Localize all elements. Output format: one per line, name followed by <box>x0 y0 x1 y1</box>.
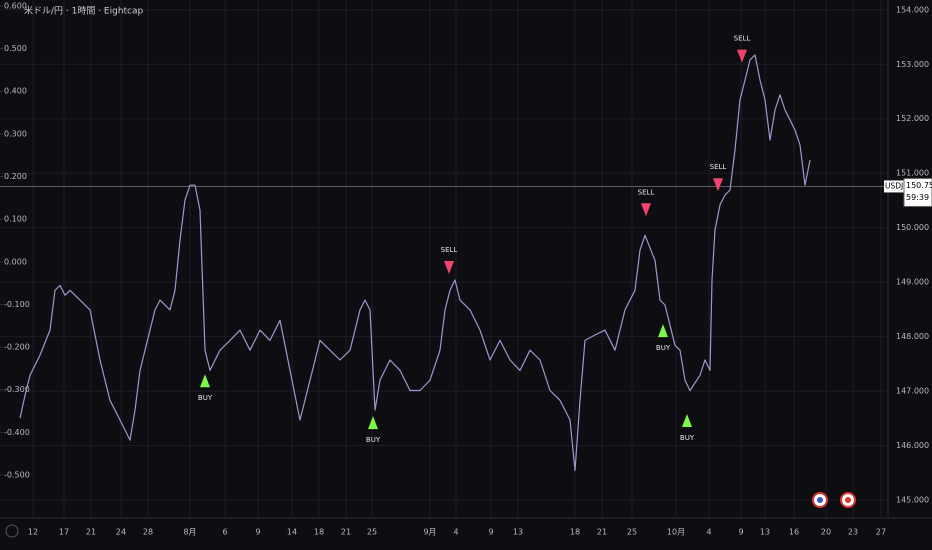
x-tick-label: 9 <box>255 528 260 537</box>
y-tick-label: 150.000 <box>896 223 929 232</box>
x-tick-label: 27 <box>876 528 886 537</box>
x-tick-label: 9 <box>488 528 493 537</box>
y-tick-label: 145.000 <box>896 496 929 505</box>
timezone-icon[interactable] <box>5 524 19 538</box>
x-tick-label: 21 <box>597 528 607 537</box>
event-icons <box>812 492 856 508</box>
chart-title: 米ドル/円 · 1時間 · Eightcap <box>24 5 144 17</box>
x-tick-label: 20 <box>821 528 831 537</box>
y2-tick-label: -0.200 <box>4 343 30 352</box>
buy-marker <box>658 324 668 338</box>
last-price-label: 150.757 <box>906 181 932 190</box>
signal-label: BUY <box>366 436 381 444</box>
x-tick-label: 9月 <box>423 528 436 537</box>
event-icon-dot <box>817 497 823 503</box>
x-tick-label: 21 <box>86 528 96 537</box>
x-tick-label: 14 <box>287 528 297 537</box>
y-tick-label: 147.000 <box>896 387 929 396</box>
buy-marker <box>200 374 210 388</box>
x-tick-label: 17 <box>59 528 69 537</box>
y2-tick-label: 0.600 <box>4 1 27 10</box>
y-tick-label: 146.000 <box>896 441 929 450</box>
x-tick-label: 4 <box>706 528 711 537</box>
y2-tick-label: -0.100 <box>4 300 30 309</box>
x-tick-label: 21 <box>341 528 351 537</box>
x-tick-label: 8月 <box>183 528 196 537</box>
y2-tick-label: 0.000 <box>4 257 27 266</box>
x-tick-label: 4 <box>453 528 458 537</box>
x-axis-band <box>0 518 932 550</box>
x-tick-label: 25 <box>367 528 377 537</box>
signal-label: BUY <box>680 434 695 442</box>
y2-tick-label: 0.300 <box>4 129 27 138</box>
signal-label: SELL <box>638 188 655 196</box>
y2-tick-label: 0.100 <box>4 215 27 224</box>
symbol-label: USDJPY <box>885 181 913 190</box>
y-tick-label: 151.000 <box>896 169 929 178</box>
x-tick-label: 18 <box>314 528 324 537</box>
y-tick-label: 154.000 <box>896 5 929 14</box>
y2-tick-label: 0.500 <box>4 44 27 53</box>
x-tick-label: 23 <box>848 528 858 537</box>
x-tick-label: 18 <box>570 528 580 537</box>
grid <box>0 0 888 518</box>
x-tick-label: 25 <box>627 528 637 537</box>
x-tick-label: 13 <box>513 528 523 537</box>
y2-tick-label: 0.400 <box>4 87 27 96</box>
price-box <box>903 177 932 207</box>
price-line <box>19 54 811 472</box>
x-tick-label: 10月 <box>667 528 685 537</box>
x-tick-label: 24 <box>116 528 126 537</box>
y-tick-label: 149.000 <box>896 278 929 287</box>
signal-label: BUY <box>656 344 671 352</box>
sell-marker <box>444 260 454 274</box>
buy-marker <box>368 416 378 430</box>
x-tick-label: 13 <box>760 528 770 537</box>
signal-label: SELL <box>710 163 727 171</box>
sell-marker <box>737 49 747 63</box>
y-tick-label: 152.000 <box>896 114 929 123</box>
symbol-box <box>884 180 908 193</box>
y2-tick-label: -0.500 <box>4 470 30 479</box>
x-tick-label: 16 <box>789 528 799 537</box>
y-tick-label: 148.000 <box>896 332 929 341</box>
y2-tick-label: -0.300 <box>4 385 30 394</box>
y2-tick-label: -0.400 <box>4 428 30 437</box>
event-icon-dot <box>845 497 851 503</box>
x-tick-label: 28 <box>143 528 153 537</box>
signal-label: SELL <box>441 246 458 254</box>
buy-marker <box>682 413 692 427</box>
x-tick-label: 6 <box>222 528 227 537</box>
sell-marker <box>713 178 723 192</box>
sell-marker <box>641 203 651 217</box>
x-tick-label: 12 <box>28 528 38 537</box>
y-tick-label: 153.000 <box>896 60 929 69</box>
countdown-label: 59:39 <box>906 193 929 202</box>
signal-label: SELL <box>734 35 751 43</box>
x-tick-label: 9 <box>738 528 743 537</box>
signal-label: BUY <box>198 394 213 402</box>
y2-tick-label: 0.200 <box>4 172 27 181</box>
